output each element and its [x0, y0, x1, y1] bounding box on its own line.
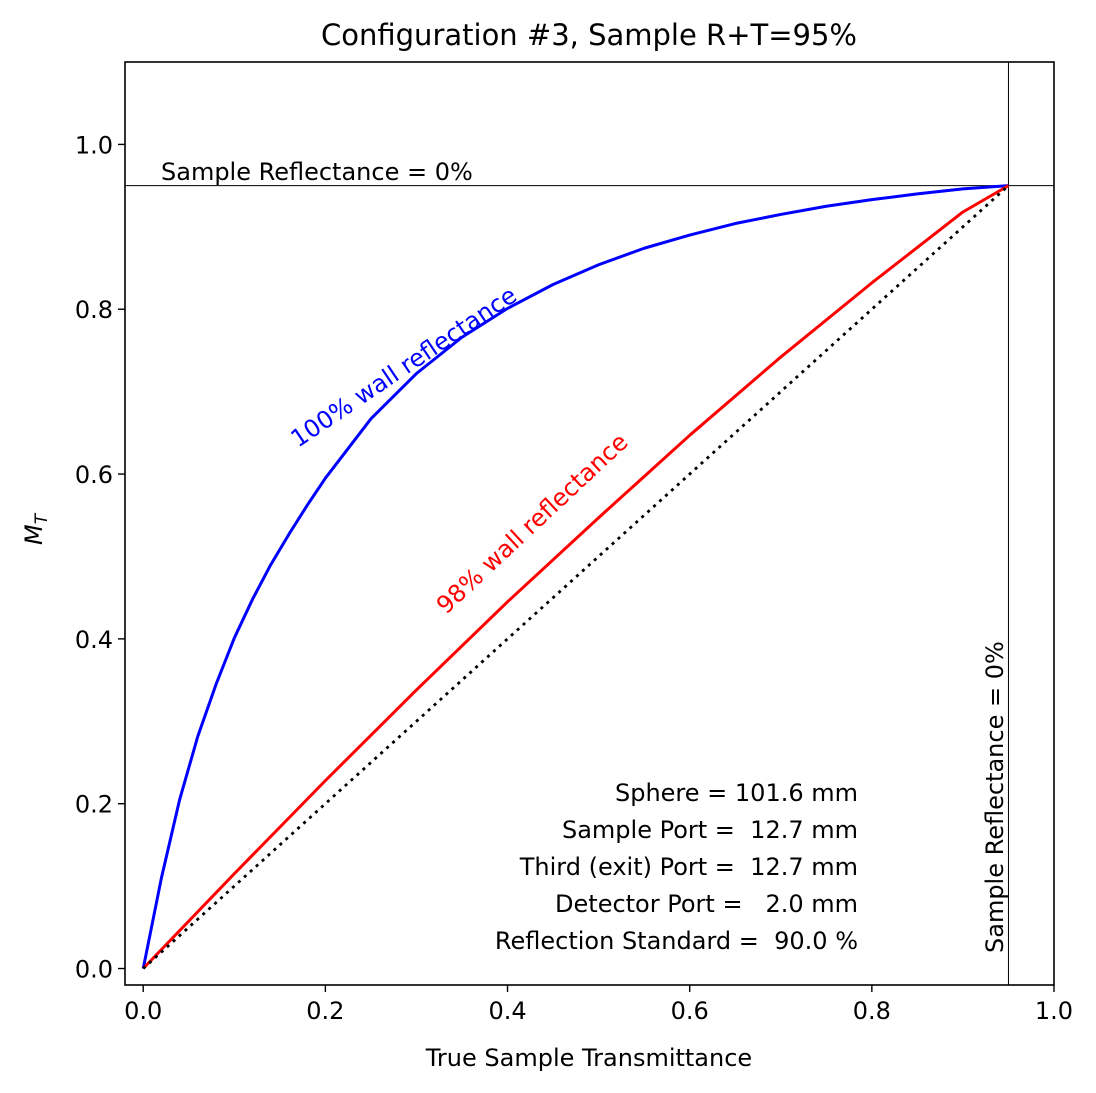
x-tick-label: 0.6 [671, 997, 709, 1025]
y-tick-label: 0.4 [75, 626, 113, 654]
x-tick-label: 0.2 [306, 997, 344, 1025]
chart-title: Configuration #3, Sample R+T=95% [321, 18, 857, 52]
x-tick-label: 0.4 [488, 997, 526, 1025]
x-axis-label: True Sample Transmittance [425, 1044, 752, 1072]
y-tick-label: 1.0 [75, 131, 113, 159]
info-sample-port: Sample Port = 12.7 mm [562, 816, 858, 844]
reference-label-vertical: Sample Reflectance = 0% [981, 641, 1009, 953]
y-tick-label: 0.2 [75, 791, 113, 819]
series-line-0 [141, 184, 1009, 969]
info-sphere: Sphere = 101.6 mm [615, 779, 858, 807]
axes-frame [124, 61, 1055, 986]
x-tick-label: 0.8 [853, 997, 891, 1025]
x-tick-label: 0.0 [124, 997, 162, 1025]
x-tick-label: 1.0 [1035, 997, 1073, 1025]
axis-ticks: 0.0 0.2 0.4 0.6 0.8 1.0 0.0 0.2 0.4 0.6 0.8 1.0 [75, 131, 1073, 1025]
y-axis-label-subscript: T [32, 512, 52, 524]
info-detector-port: Detector Port = 2.0 mm [555, 890, 858, 918]
info-third-port: Third (exit) Port = 12.7 mm [519, 853, 858, 881]
y-tick-label: 0.8 [75, 296, 113, 324]
info-reflection-standard: Reflection Standard = 90.0 % [495, 927, 858, 955]
y-axis-label-base: M [20, 524, 48, 545]
series-line-1 [142, 184, 1010, 970]
y-tick-label: 0.0 [75, 956, 113, 984]
info-box: Sphere = 101.6 mm Sample Port = 12.7 mm … [495, 779, 858, 955]
series-line-2 [142, 184, 1010, 970]
y-axis-label: MT [20, 512, 52, 545]
plot-area [125, 62, 1054, 985]
y-tick-label: 0.6 [75, 461, 113, 489]
reference-label-horizontal: Sample Reflectance = 0% [161, 158, 473, 186]
